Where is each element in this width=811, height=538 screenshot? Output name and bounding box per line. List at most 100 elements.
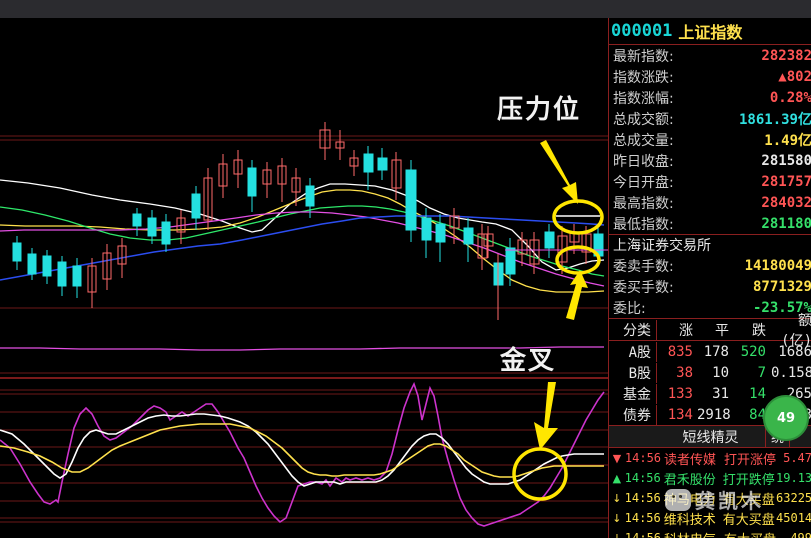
list-item[interactable]: ▲ 14:56 君禾股份 打开跌停 19.13 (609, 468, 811, 488)
order-row-value: 14180049 (744, 257, 811, 274)
col-down: 跌 (752, 322, 766, 339)
quote-row-value: 281180 (761, 215, 811, 232)
highlight-circle-pressure (552, 199, 604, 235)
quote-row-value: 1861.39亿 (738, 111, 811, 128)
news-time: 14:56 (624, 511, 661, 525)
direction-arrow-icon: ▼ (612, 451, 622, 465)
quote-field-list: 最新指数: 282382 指数涨跌: ▲802 指数涨幅: 0.28% 总成交额: 1861.… (609, 45, 811, 234)
quote-name: 上证指数 (678, 23, 743, 42)
news-time: 14:56 (624, 471, 661, 485)
quote-row-label: 总成交额: (613, 111, 674, 128)
ma-line-lower-magenta (0, 346, 604, 351)
cell-category: A股 (609, 341, 657, 362)
list-item[interactable]: ▼ 14:56 读者传媒 打开涨停 5.47 (609, 448, 811, 468)
chart-gridlines (0, 135, 608, 374)
ma-line-magenta (0, 211, 605, 287)
col-amount: 额(亿) (781, 312, 811, 349)
quote-code: 000001 (611, 21, 673, 41)
quote-row: 最低指数: 281180 (609, 213, 811, 234)
news-stock-name: 科林电气 (661, 529, 722, 538)
quote-row-label: 最新指数: (613, 48, 674, 65)
quote-row-value: 284032 (761, 194, 811, 211)
order-row: 委买手数: 8771329 (609, 276, 811, 297)
cell-category: 债券 (609, 404, 657, 425)
quote-row-value: 281580 (761, 152, 811, 169)
news-ticker-list[interactable]: ▼ 14:56 读者传媒 打开涨停 5.47 ▲ 14:56 君禾股份 打开跌停 19.13 ↓ 14… (609, 448, 811, 538)
window-chrome-bar (0, 0, 811, 18)
notification-badge[interactable]: 49 (763, 395, 809, 441)
news-stock-name: 君禾股份 (663, 472, 716, 488)
order-row: 委比: -23.57% (609, 297, 811, 318)
news-time: 14:56 (624, 531, 662, 538)
cell-category: B股 (609, 362, 657, 383)
cell-up: 133 (667, 385, 693, 402)
quote-row: 总成交量: 1.49亿 (609, 129, 811, 150)
order-book-summary: 委卖手数: 14180049 委买手数: 8771329 委比: -23.57% (609, 255, 811, 318)
quote-row: 最高指数: 284032 (609, 192, 811, 213)
cell-flat: 31 (712, 385, 729, 402)
arrow-to-golden-cross (534, 382, 558, 450)
quote-row: 今日开盘: 281757 (609, 171, 811, 192)
news-ticker-title: 短线精灵 (682, 429, 739, 446)
kdj-k-line (0, 413, 604, 487)
market-stats-header: 分类 涨 平 跌 额(亿) (609, 313, 811, 349)
quote-header[interactable]: 000001 上证指数 (609, 18, 811, 45)
col-up: 涨 (679, 322, 693, 339)
cell-up: 38 (676, 364, 693, 381)
quote-row-value: 1.49亿 (764, 132, 811, 149)
quote-row: 指数涨幅: 0.28% (609, 87, 811, 108)
ma-line-white (0, 179, 605, 271)
pane-divider (0, 377, 608, 379)
order-row-value: -23.57% (752, 299, 811, 316)
list-item[interactable]: ↓14:56科林电气有大买盘 499 (609, 528, 811, 538)
news-event: 打开涨停 (724, 452, 777, 468)
news-time: 14:56 (624, 491, 661, 505)
news-event: 有大买盘 (722, 529, 778, 538)
kdj-j-line (0, 382, 605, 527)
quote-row-label: 最低指数: (613, 216, 674, 233)
cell-amount: 0.158 (771, 364, 811, 381)
news-stock-name: 神马电力 (663, 492, 716, 508)
arrow-to-cross-price (566, 270, 588, 320)
list-item[interactable]: ↓ 14:56 维科技术 有大买盘 45014 (609, 508, 811, 528)
cell-up: 835 (667, 343, 693, 360)
direction-arrow-icon: ▲ (612, 471, 622, 485)
order-row: 委卖手数: 14180049 (609, 255, 811, 276)
quote-row-label: 最高指数: (613, 195, 674, 212)
cell-down: 7 (757, 364, 766, 381)
quote-row-value: 281757 (761, 173, 811, 190)
cell-down: 14 (749, 385, 766, 402)
kline-svg (0, 18, 608, 378)
ma-line-yellow (0, 189, 605, 293)
news-event: 有大买盘 (722, 492, 775, 508)
cell-flat: 10 (712, 364, 729, 381)
quote-panel: 000001 上证指数 最新指数: 282382 指数涨跌: ▲802 指数涨幅: 0.2… (608, 18, 811, 538)
quote-row-label: 今日开盘: (613, 174, 674, 191)
news-value: 45014 (776, 511, 811, 525)
kline-chart-pane[interactable] (0, 18, 608, 378)
ma-line-blue (0, 215, 605, 281)
direction-arrow-icon: ↓ (612, 531, 622, 538)
news-value: 499 (790, 531, 811, 538)
indicator-pane-kdj[interactable] (0, 382, 608, 538)
order-row-value: 8771329 (752, 278, 811, 295)
arrow-to-pressure (540, 140, 578, 204)
quote-row: 昨日收盘: 281580 (609, 150, 811, 171)
table-row: A股 835 178 520 1686 (609, 341, 811, 362)
cell-category: 基金 (609, 383, 657, 404)
col-category: 分类 (609, 319, 657, 340)
quote-row-value: 0.28% (769, 89, 811, 106)
quote-row-label: 昨日收盘: (613, 153, 674, 170)
list-item[interactable]: ↓ 14:56 神马电力 有大买盘 63225 (609, 488, 811, 508)
quote-row: 最新指数: 282382 (609, 45, 811, 66)
kdj-d-line (0, 423, 604, 478)
direction-arrow-icon: ↓ (612, 511, 622, 525)
quote-row-label: 总成交量: (613, 132, 674, 149)
quote-row-value: ▲802 (778, 68, 811, 85)
candlesticks (12, 122, 604, 320)
news-stock-name: 读者传媒 (664, 452, 717, 468)
cell-up: 134 (667, 406, 693, 423)
cell-amount: 1686 (778, 343, 811, 360)
news-value: 5.47 (783, 451, 811, 465)
